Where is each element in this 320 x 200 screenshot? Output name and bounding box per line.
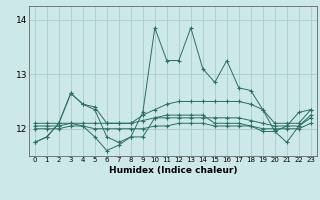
- X-axis label: Humidex (Indice chaleur): Humidex (Indice chaleur): [108, 166, 237, 175]
